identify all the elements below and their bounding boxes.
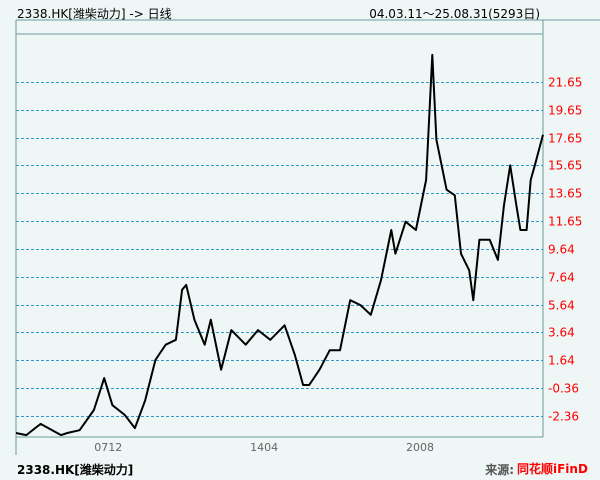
y-tick-label: 5.64 — [548, 299, 575, 313]
y-tick-label: 19.65 — [548, 104, 582, 118]
y-tick-label: 13.65 — [548, 187, 582, 201]
chart-title: 2338.HK[潍柴动力] -> 日线 — [17, 7, 172, 21]
y-tick-label: 9.64 — [548, 243, 575, 257]
y-tick-label: 1.64 — [548, 354, 575, 368]
brand-logo: 同花顺iFinD — [517, 462, 588, 476]
price-line — [15, 53, 544, 437]
y-tick-label: 21.65 — [548, 76, 582, 90]
y-tick-label: -0.36 — [548, 382, 579, 396]
y-axis-labels: 21.65 19.65 17.65 15.65 13.65 11.65 9.64 7.64 5.… — [548, 76, 582, 424]
x-axis-labels: 0712 1404 2008 — [94, 441, 434, 454]
chart-frame — [15, 19, 600, 455]
x-tick-label: 1404 — [250, 441, 278, 454]
y-tick-label: 11.65 — [548, 215, 582, 229]
y-tick-label: -2.36 — [548, 410, 579, 424]
y-tick-label: 7.64 — [548, 271, 575, 285]
date-range: 04.03.11～25.08.31(5293日) — [369, 7, 540, 21]
y-tick-label: 15.65 — [548, 159, 582, 173]
source-label: 来源: — [485, 463, 514, 477]
y-tick-label: 17.65 — [548, 132, 582, 146]
grid-lines — [16, 82, 543, 417]
y-tick-label: 3.64 — [548, 326, 575, 340]
x-tick-label: 0712 — [94, 441, 122, 454]
x-tick-label: 2008 — [406, 441, 434, 454]
footer-symbol: 2338.HK[潍柴动力] — [17, 463, 134, 477]
